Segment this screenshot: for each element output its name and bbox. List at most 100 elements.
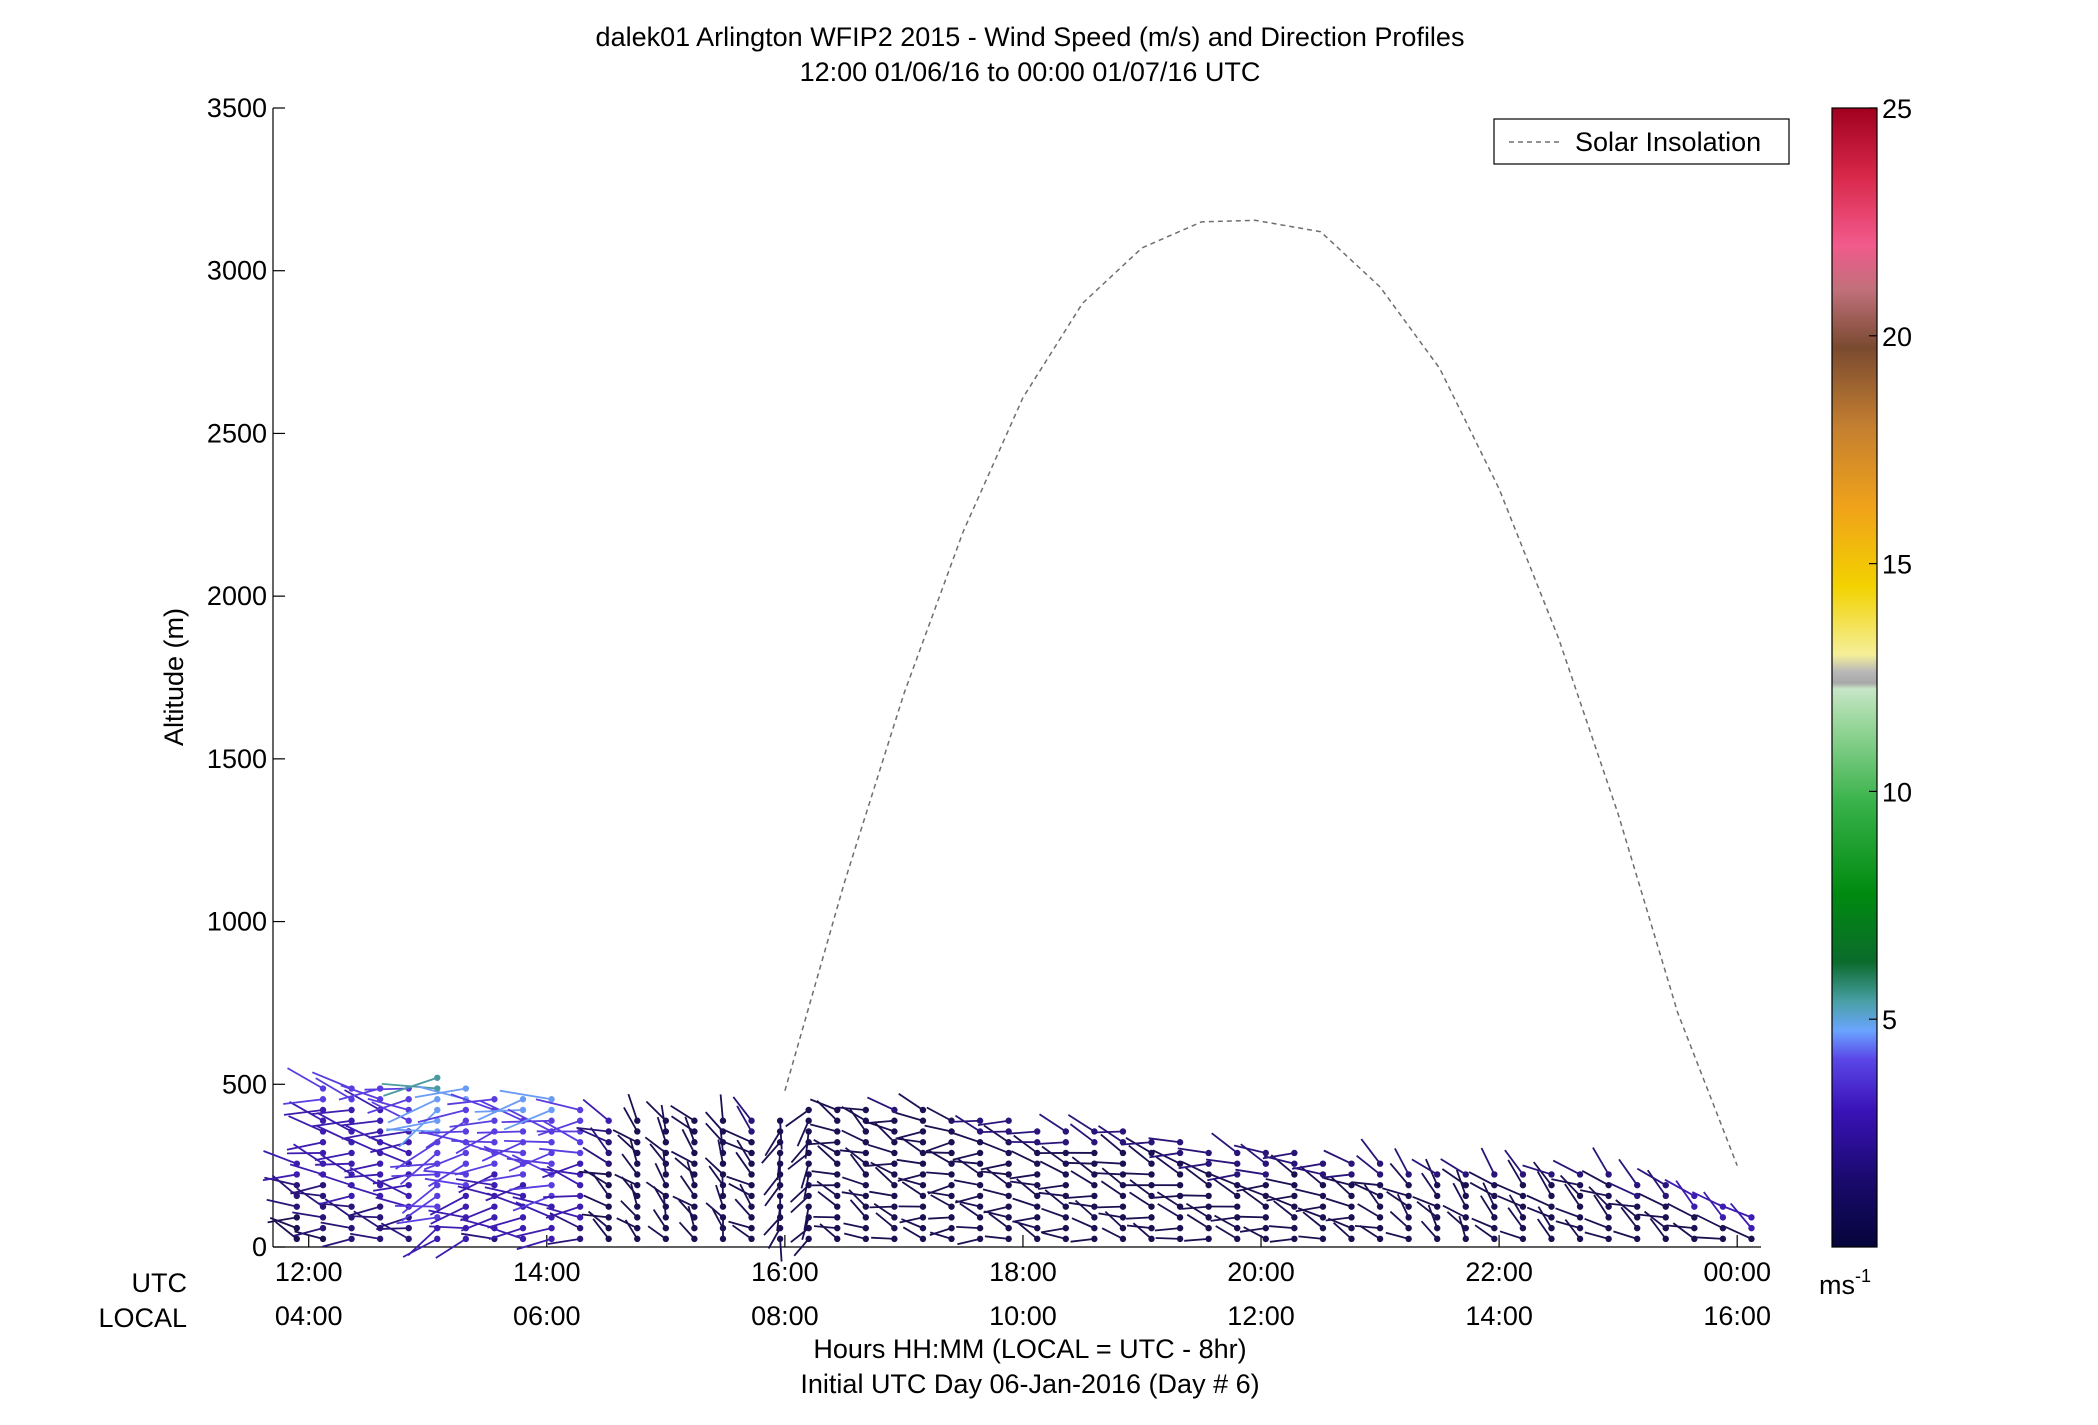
wind-barb-shaft: [1095, 1172, 1123, 1176]
wind-barb-shaft: [704, 1157, 724, 1176]
wind-barb-shaft: [1181, 1160, 1210, 1176]
y-tick-label: 1000: [207, 907, 267, 937]
wind-barb-dot: [748, 1181, 755, 1189]
wind-barb-dot: [976, 1160, 984, 1167]
wind-barb-shaft: [418, 1130, 466, 1134]
wind-barb-dot: [1205, 1214, 1212, 1221]
wind-profile-column: [1468, 1147, 1498, 1243]
wind-barb-shaft: [1129, 1179, 1153, 1197]
wind-profile-column: [1580, 1147, 1612, 1243]
wind-barb-dot: [1691, 1203, 1698, 1210]
wind-barb-dot: [1348, 1171, 1355, 1178]
wind-barb-dot: [348, 1203, 355, 1210]
wind-barb-shaft: [423, 1152, 467, 1171]
wind-profile-column: [262, 1150, 301, 1243]
wind-profile-column: [644, 1100, 670, 1243]
wind-barb-shaft: [954, 1179, 981, 1187]
wind-barb-dot: [1262, 1149, 1269, 1157]
wind-barb-shaft: [614, 1173, 638, 1186]
wind-barb-dot: [691, 1235, 698, 1243]
wind-barb-shaft: [348, 1205, 381, 1217]
wind-barb-dot: [948, 1181, 955, 1189]
wind-barb-dot: [834, 1149, 841, 1157]
wind-barb-dot: [1062, 1192, 1070, 1200]
wind-barb-shaft: [367, 1097, 409, 1111]
wind-barb-shaft: [1588, 1186, 1610, 1208]
x-tick-label-utc: 00:00: [1703, 1257, 1771, 1287]
wind-barb-dot: [1005, 1203, 1012, 1210]
wind-barb-shaft: [1065, 1161, 1095, 1165]
wind-barb-shaft: [1695, 1236, 1723, 1240]
wind-barb-dot: [1234, 1203, 1241, 1210]
wind-profile-column: [724, 1096, 755, 1243]
wind-barb-dot: [434, 1096, 441, 1103]
wind-profile-column: [1121, 1137, 1155, 1243]
wind-barb-dot: [719, 1181, 727, 1189]
wind-barb-shaft: [1215, 1225, 1238, 1240]
wind-barb-shaft: [399, 1152, 438, 1185]
wind-barb-shaft: [1643, 1210, 1667, 1229]
wind-barb-shaft: [1154, 1227, 1181, 1232]
wind-barb-dot: [662, 1149, 670, 1157]
wind-barb-shaft: [1458, 1215, 1467, 1240]
wind-barb-dot: [1034, 1181, 1041, 1189]
y-tick-label: 0: [252, 1232, 267, 1262]
wind-barb-dot: [1548, 1224, 1555, 1232]
wind-barb-dot: [919, 1181, 927, 1189]
wind-barb-dot: [1576, 1181, 1584, 1189]
wind-barb-shaft: [1666, 1224, 1695, 1230]
wind-barb-shaft: [1265, 1178, 1295, 1187]
wind-barb-shaft: [734, 1198, 753, 1218]
x-tick-label-local: 06:00: [513, 1301, 581, 1331]
wind-barb-dot: [862, 1181, 870, 1189]
wind-barb-dot: [1462, 1171, 1469, 1178]
wind-barb-shaft: [1071, 1156, 1095, 1176]
wind-barb-shaft: [865, 1119, 895, 1125]
wind-barb-shaft: [899, 1216, 924, 1224]
wind-barb-dot: [891, 1160, 898, 1167]
wind-barb-dot: [1519, 1235, 1527, 1243]
wind-barb-dot: [434, 1085, 441, 1092]
wind-barb-shaft: [503, 1109, 552, 1131]
wind-barb-shaft: [952, 1160, 981, 1165]
wind-profile-column: [785, 1106, 812, 1257]
wind-barb-dot: [376, 1181, 384, 1189]
colorbar-unit: ms-1: [1819, 1266, 1871, 1300]
wind-barb-shaft: [627, 1093, 639, 1122]
wind-barb-dot: [605, 1171, 612, 1178]
wind-profile-column: [1064, 1114, 1098, 1243]
wind-barb-dot: [919, 1192, 927, 1200]
wind-barb-dot: [1119, 1235, 1127, 1243]
wind-barb-shaft: [501, 1119, 552, 1123]
x-tick-label-local: 08:00: [751, 1301, 819, 1331]
wind-barb-shaft: [1703, 1191, 1724, 1218]
wind-barb-dot: [1262, 1224, 1269, 1232]
wind-barb-dot: [576, 1235, 584, 1243]
wind-barb-shaft: [311, 1119, 352, 1128]
wind-barb-dot: [462, 1106, 470, 1114]
wind-barb-dot: [376, 1171, 384, 1178]
wind-barb-shaft: [499, 1089, 552, 1101]
wind-barb-dot: [634, 1117, 641, 1124]
wind-barb-dot: [1176, 1160, 1184, 1167]
wind-barb-dot: [1662, 1224, 1669, 1232]
x-tick-label-utc: 18:00: [989, 1257, 1057, 1287]
wind-barb-dot: [491, 1139, 498, 1146]
wind-barb-shaft: [341, 1130, 381, 1140]
colorbar: 5 10 15 20 25 ms-1: [1819, 94, 1912, 1300]
wind-barb-dot: [919, 1106, 927, 1114]
wind-barb-shaft: [458, 1173, 495, 1194]
wind-barb-shaft: [1018, 1222, 1038, 1240]
wind-barb-dot: [376, 1214, 384, 1221]
wind-barb-dot: [1548, 1171, 1555, 1178]
wind-barb-shaft: [849, 1153, 867, 1175]
wind-barb-dot: [1376, 1181, 1384, 1189]
wind-barb-shaft: [1508, 1194, 1524, 1218]
wind-barb-shaft: [1155, 1237, 1181, 1240]
wind-barb-dot: [1376, 1160, 1384, 1167]
wind-barb-dot: [776, 1139, 784, 1146]
legend-solar-label: Solar Insolation: [1575, 127, 1761, 157]
wind-barb-shaft: [986, 1168, 1010, 1186]
wind-barb-dot: [891, 1171, 898, 1178]
wind-barb-dot: [862, 1192, 870, 1200]
